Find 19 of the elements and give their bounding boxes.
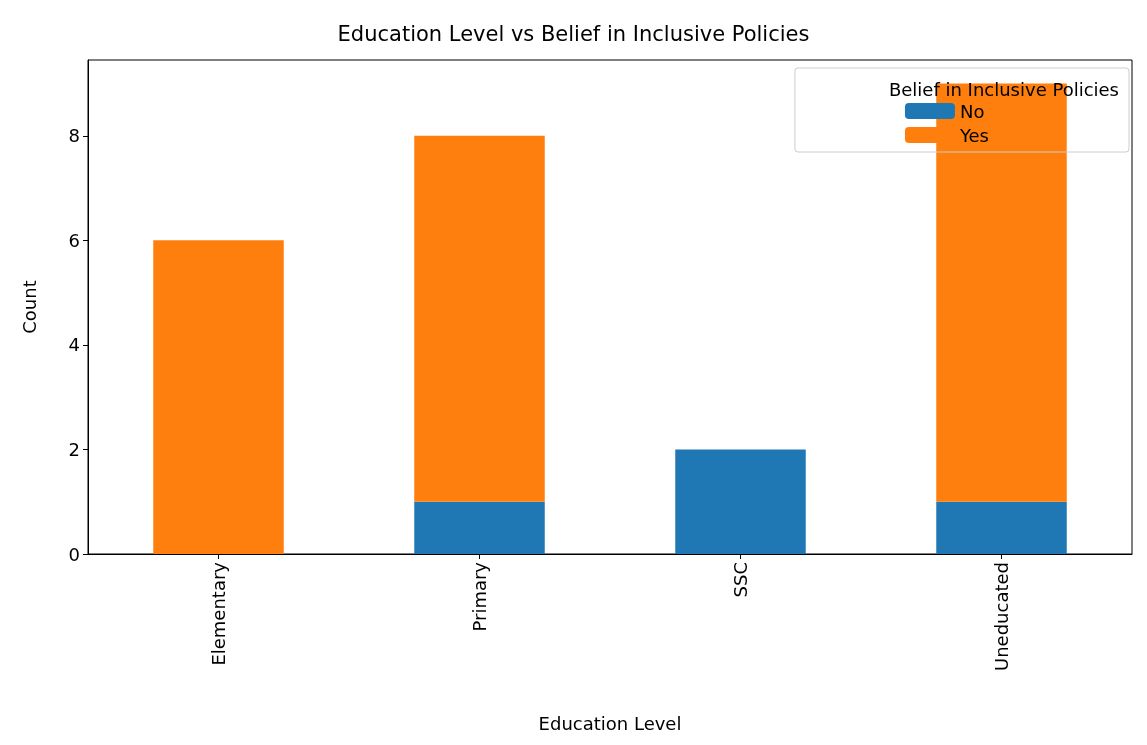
y-axis-title: Count <box>18 280 40 334</box>
x-axis-title: Education Level <box>538 712 682 734</box>
bar <box>675 449 806 554</box>
bar <box>936 501 1067 554</box>
legend-label: No <box>959 100 985 122</box>
y-tick-label: 0 <box>68 543 80 565</box>
y-tick-label: 4 <box>68 334 80 356</box>
bar <box>414 135 545 502</box>
legend-label: Yes <box>958 124 990 146</box>
bar <box>153 240 284 554</box>
x-tick-label: Elementary <box>208 561 229 666</box>
chart-title: Education Level vs Belief in Inclusive Policies <box>337 21 810 46</box>
bar <box>414 501 545 554</box>
x-tick-label: Uneducated <box>991 562 1012 671</box>
y-tick-label: 8 <box>68 125 80 147</box>
y-tick-label: 2 <box>68 438 80 460</box>
x-tick-label: Primary <box>469 561 490 632</box>
y-tick-label: 6 <box>68 229 80 251</box>
x-tick-label: SSC <box>730 562 751 598</box>
